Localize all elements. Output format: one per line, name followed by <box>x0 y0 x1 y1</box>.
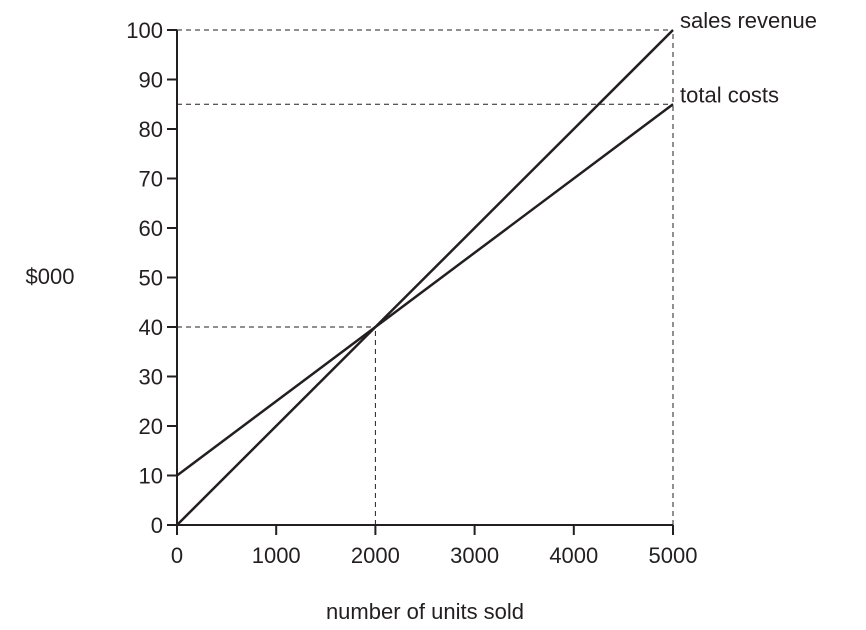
y-tick-label: 90 <box>139 68 163 93</box>
y-tick-label: 70 <box>139 167 163 192</box>
y-tick-label: 50 <box>139 266 163 291</box>
y-tick-label: 80 <box>139 117 163 142</box>
y-tick-label: 0 <box>151 513 163 538</box>
x-tick-label: 0 <box>171 543 183 568</box>
series-line-sales-revenue <box>176 29 674 526</box>
x-tick-label: 1000 <box>252 543 301 568</box>
x-tick-label: 4000 <box>549 543 598 568</box>
series-line-total-costs <box>176 103 674 477</box>
reference-lines <box>177 29 674 525</box>
series-lines: sales revenue total costs <box>176 8 817 526</box>
x-axis-title: number of units sold <box>326 599 524 624</box>
x-tick-label: 5000 <box>649 543 698 568</box>
y-tick-label: 30 <box>139 365 163 390</box>
y-tick-label: 20 <box>139 414 163 439</box>
y-tick-label: 40 <box>139 315 163 340</box>
series-label-sales-revenue: sales revenue <box>680 8 817 33</box>
series-label-total-costs: total costs <box>680 82 779 107</box>
y-tick-label: 100 <box>126 18 163 43</box>
y-axis-title: $000 <box>26 264 75 289</box>
y-tick-label: 10 <box>139 464 163 489</box>
y-tick-label: 60 <box>139 216 163 241</box>
x-tick-label: 2000 <box>351 543 400 568</box>
x-tick-label: 3000 <box>450 543 499 568</box>
